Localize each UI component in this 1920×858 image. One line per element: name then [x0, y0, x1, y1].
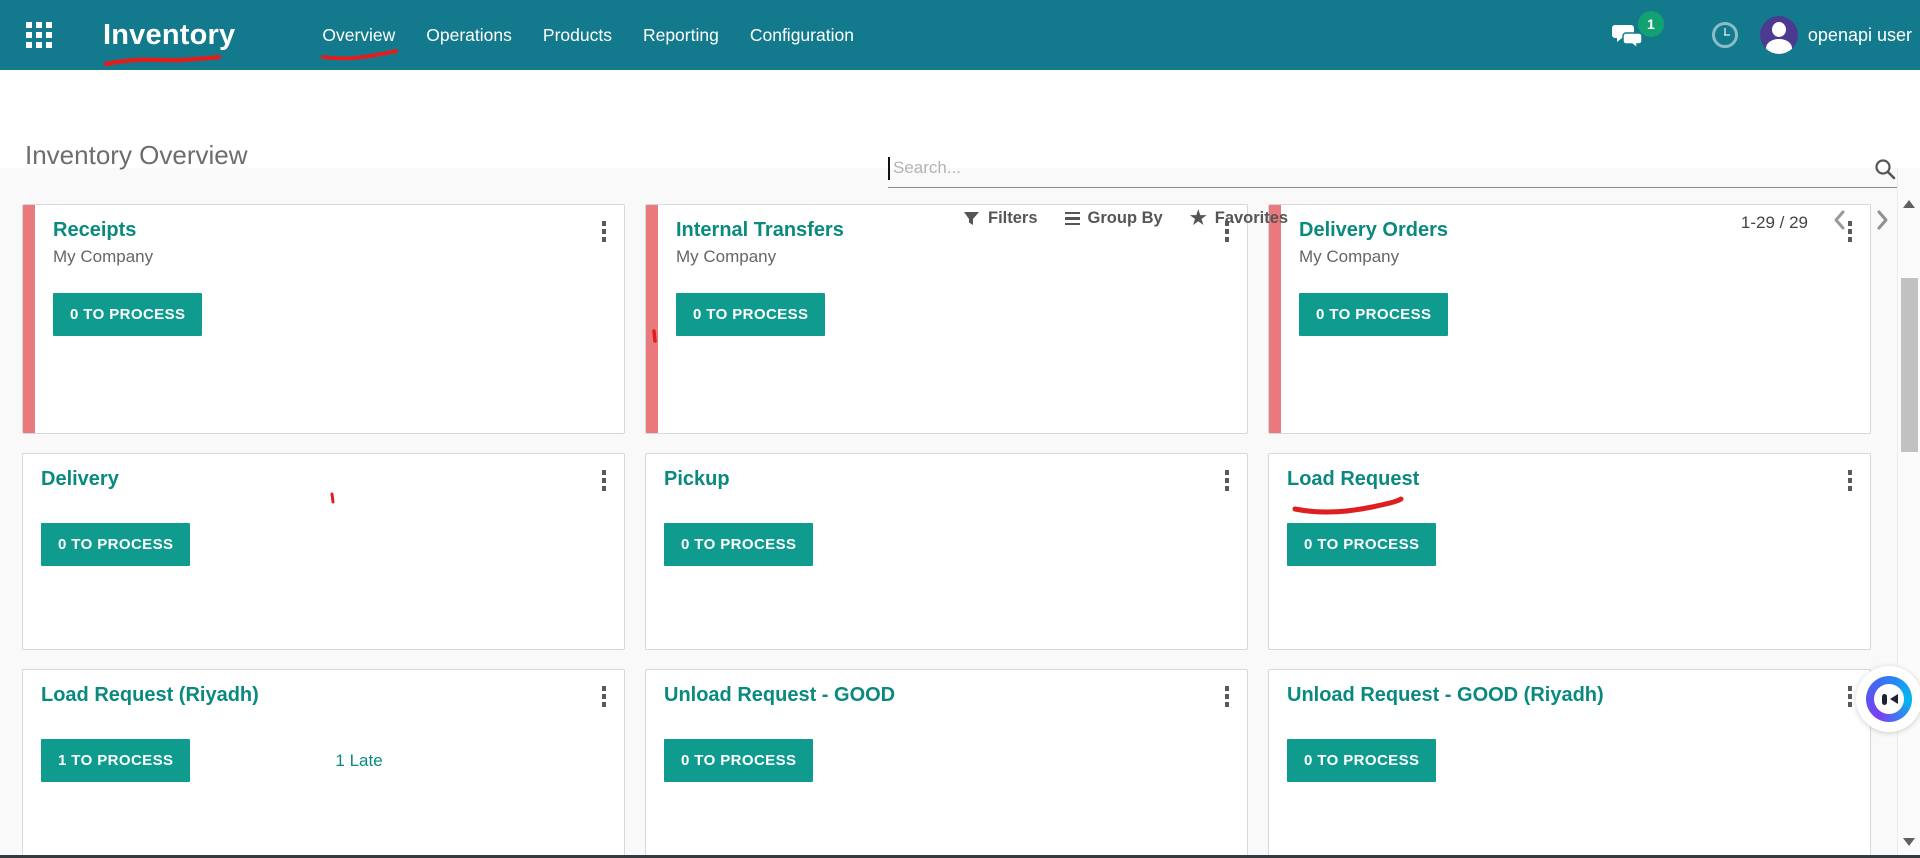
pager: 1-29 / 29: [1741, 209, 1892, 236]
navbar-menu: Overview Operations Products Reporting Confi…: [321, 19, 855, 52]
app-title[interactable]: Inventory: [103, 18, 236, 51]
card-company-label: My Company: [676, 247, 777, 266]
kebab-menu-icon[interactable]: [1223, 684, 1232, 709]
kanban-card: Pickup 0 TO PROCESS: [645, 453, 1248, 650]
user-menu[interactable]: openapi user: [1807, 24, 1912, 45]
scrollbar-thumb[interactable]: [1901, 278, 1918, 452]
card-title-link[interactable]: Internal Transfers: [676, 219, 844, 241]
kanban-card: Delivery 0 TO PROCESS: [22, 453, 625, 650]
card-title-link[interactable]: Unload Request - GOOD (Riyadh): [1287, 684, 1604, 706]
kanban-card: Load Request 0 TO PROCESS: [1268, 453, 1871, 650]
kebab-menu-icon[interactable]: [600, 468, 609, 493]
favorites-button[interactable]: ★ Favorites: [1189, 207, 1289, 229]
card-title-link[interactable]: Delivery: [41, 468, 119, 490]
kebab-menu-icon[interactable]: [1846, 684, 1855, 709]
search-input[interactable]: Search...: [888, 152, 1898, 188]
navbar-menu-item-overview[interactable]: Overview: [322, 24, 396, 45]
group-by-button[interactable]: Group By: [1064, 209, 1163, 228]
assistant-ring-icon: [1866, 676, 1912, 722]
kanban-view: Receipts My Company 0 TO PROCESS Interna…: [0, 168, 1920, 855]
card-title-link[interactable]: Load Request (Riyadh): [41, 684, 259, 706]
to-process-button[interactable]: 0 TO PROCESS: [664, 523, 814, 566]
scroll-up-arrow-icon[interactable]: [1903, 200, 1915, 208]
kebab-menu-icon[interactable]: [1846, 219, 1855, 244]
favorites-star-icon: ★: [1189, 207, 1207, 229]
kanban-card: Receipts My Company 0 TO PROCESS: [22, 204, 625, 434]
navbar-menu-item-products[interactable]: Products: [542, 24, 612, 45]
card-title-link[interactable]: Load Request: [1287, 468, 1420, 490]
messages-button[interactable]: 1: [1611, 11, 1664, 50]
to-process-button[interactable]: 0 TO PROCESS: [1287, 523, 1437, 566]
kebab-menu-icon[interactable]: [600, 219, 609, 244]
to-process-button[interactable]: 1 TO PROCESS: [41, 739, 191, 782]
user-avatar[interactable]: [1759, 16, 1798, 54]
navbar-right: 1 openapi user: [1611, 11, 1920, 54]
page-title: Inventory Overview: [25, 140, 248, 170]
top-navbar: Inventory Overview Operations Products Repo…: [0, 0, 1920, 70]
window-bottom-edge: [0, 855, 1920, 858]
search-options-bar: Filters Group By ★ Favorites: [963, 209, 1288, 228]
late-count-link[interactable]: 1 Late: [335, 750, 383, 770]
kanban-card: Unload Request - GOOD (Riyadh) 0 TO PROC…: [1268, 669, 1871, 855]
kanban-card: Load Request (Riyadh) 1 TO PROCESS 1 Lat…: [22, 669, 625, 855]
filter-funnel-icon: [964, 212, 979, 225]
card-title-link[interactable]: Pickup: [664, 468, 730, 490]
navbar-menu-item-operations[interactable]: Operations: [426, 24, 512, 45]
apps-grid-icon[interactable]: [26, 22, 52, 48]
card-title-link[interactable]: Unload Request - GOOD: [664, 684, 896, 706]
filters-button[interactable]: Filters: [963, 209, 1038, 228]
card-title-link[interactable]: Receipts: [53, 219, 137, 241]
messages-icon: [1611, 25, 1643, 50]
navbar-menu-item-reporting[interactable]: Reporting: [642, 24, 719, 45]
kanban-card: Delivery Orders My Company 0 TO PROCESS: [1268, 204, 1871, 434]
kebab-menu-icon[interactable]: [600, 684, 609, 709]
to-process-button[interactable]: 0 TO PROCESS: [1287, 739, 1437, 782]
to-process-button[interactable]: 0 TO PROCESS: [664, 739, 814, 782]
kebab-menu-icon[interactable]: [1846, 468, 1855, 493]
group-by-icon: [1064, 211, 1080, 226]
to-process-button[interactable]: 0 TO PROCESS: [41, 523, 191, 566]
messages-count-badge: 1: [1637, 11, 1664, 37]
pager-prev-button[interactable]: [1830, 209, 1850, 236]
to-process-button[interactable]: 0 TO PROCESS: [676, 293, 826, 336]
card-title-link[interactable]: Delivery Orders: [1299, 219, 1448, 241]
kebab-menu-icon[interactable]: [1223, 468, 1232, 493]
kanban-card: Unload Request - GOOD 0 TO PROCESS: [645, 669, 1248, 855]
to-process-button[interactable]: 0 TO PROCESS: [53, 293, 203, 336]
card-company-label: My Company: [1299, 247, 1400, 266]
pager-next-button[interactable]: [1872, 209, 1892, 236]
scroll-down-arrow-icon[interactable]: [1903, 838, 1915, 846]
activities-clock-icon[interactable]: [1711, 22, 1738, 48]
kebab-menu-icon[interactable]: [1223, 219, 1232, 244]
search-placeholder: Search...: [893, 158, 962, 177]
navbar-menu-item-configuration[interactable]: Configuration: [749, 24, 854, 45]
control-panel: Inventory Overview Search... Filters Gro…: [0, 70, 1920, 232]
vertical-scrollbar[interactable]: [1897, 168, 1920, 855]
kanban-card: Internal Transfers My Company 0 TO PROCE…: [645, 204, 1248, 434]
card-company-label: My Company: [53, 247, 154, 266]
to-process-button[interactable]: 0 TO PROCESS: [1299, 293, 1449, 336]
search-icon[interactable]: [1874, 158, 1896, 185]
assistant-extension-button[interactable]: [1856, 666, 1920, 732]
text-cursor: [888, 157, 890, 180]
pager-range: 1-29 / 29: [1740, 212, 1808, 232]
